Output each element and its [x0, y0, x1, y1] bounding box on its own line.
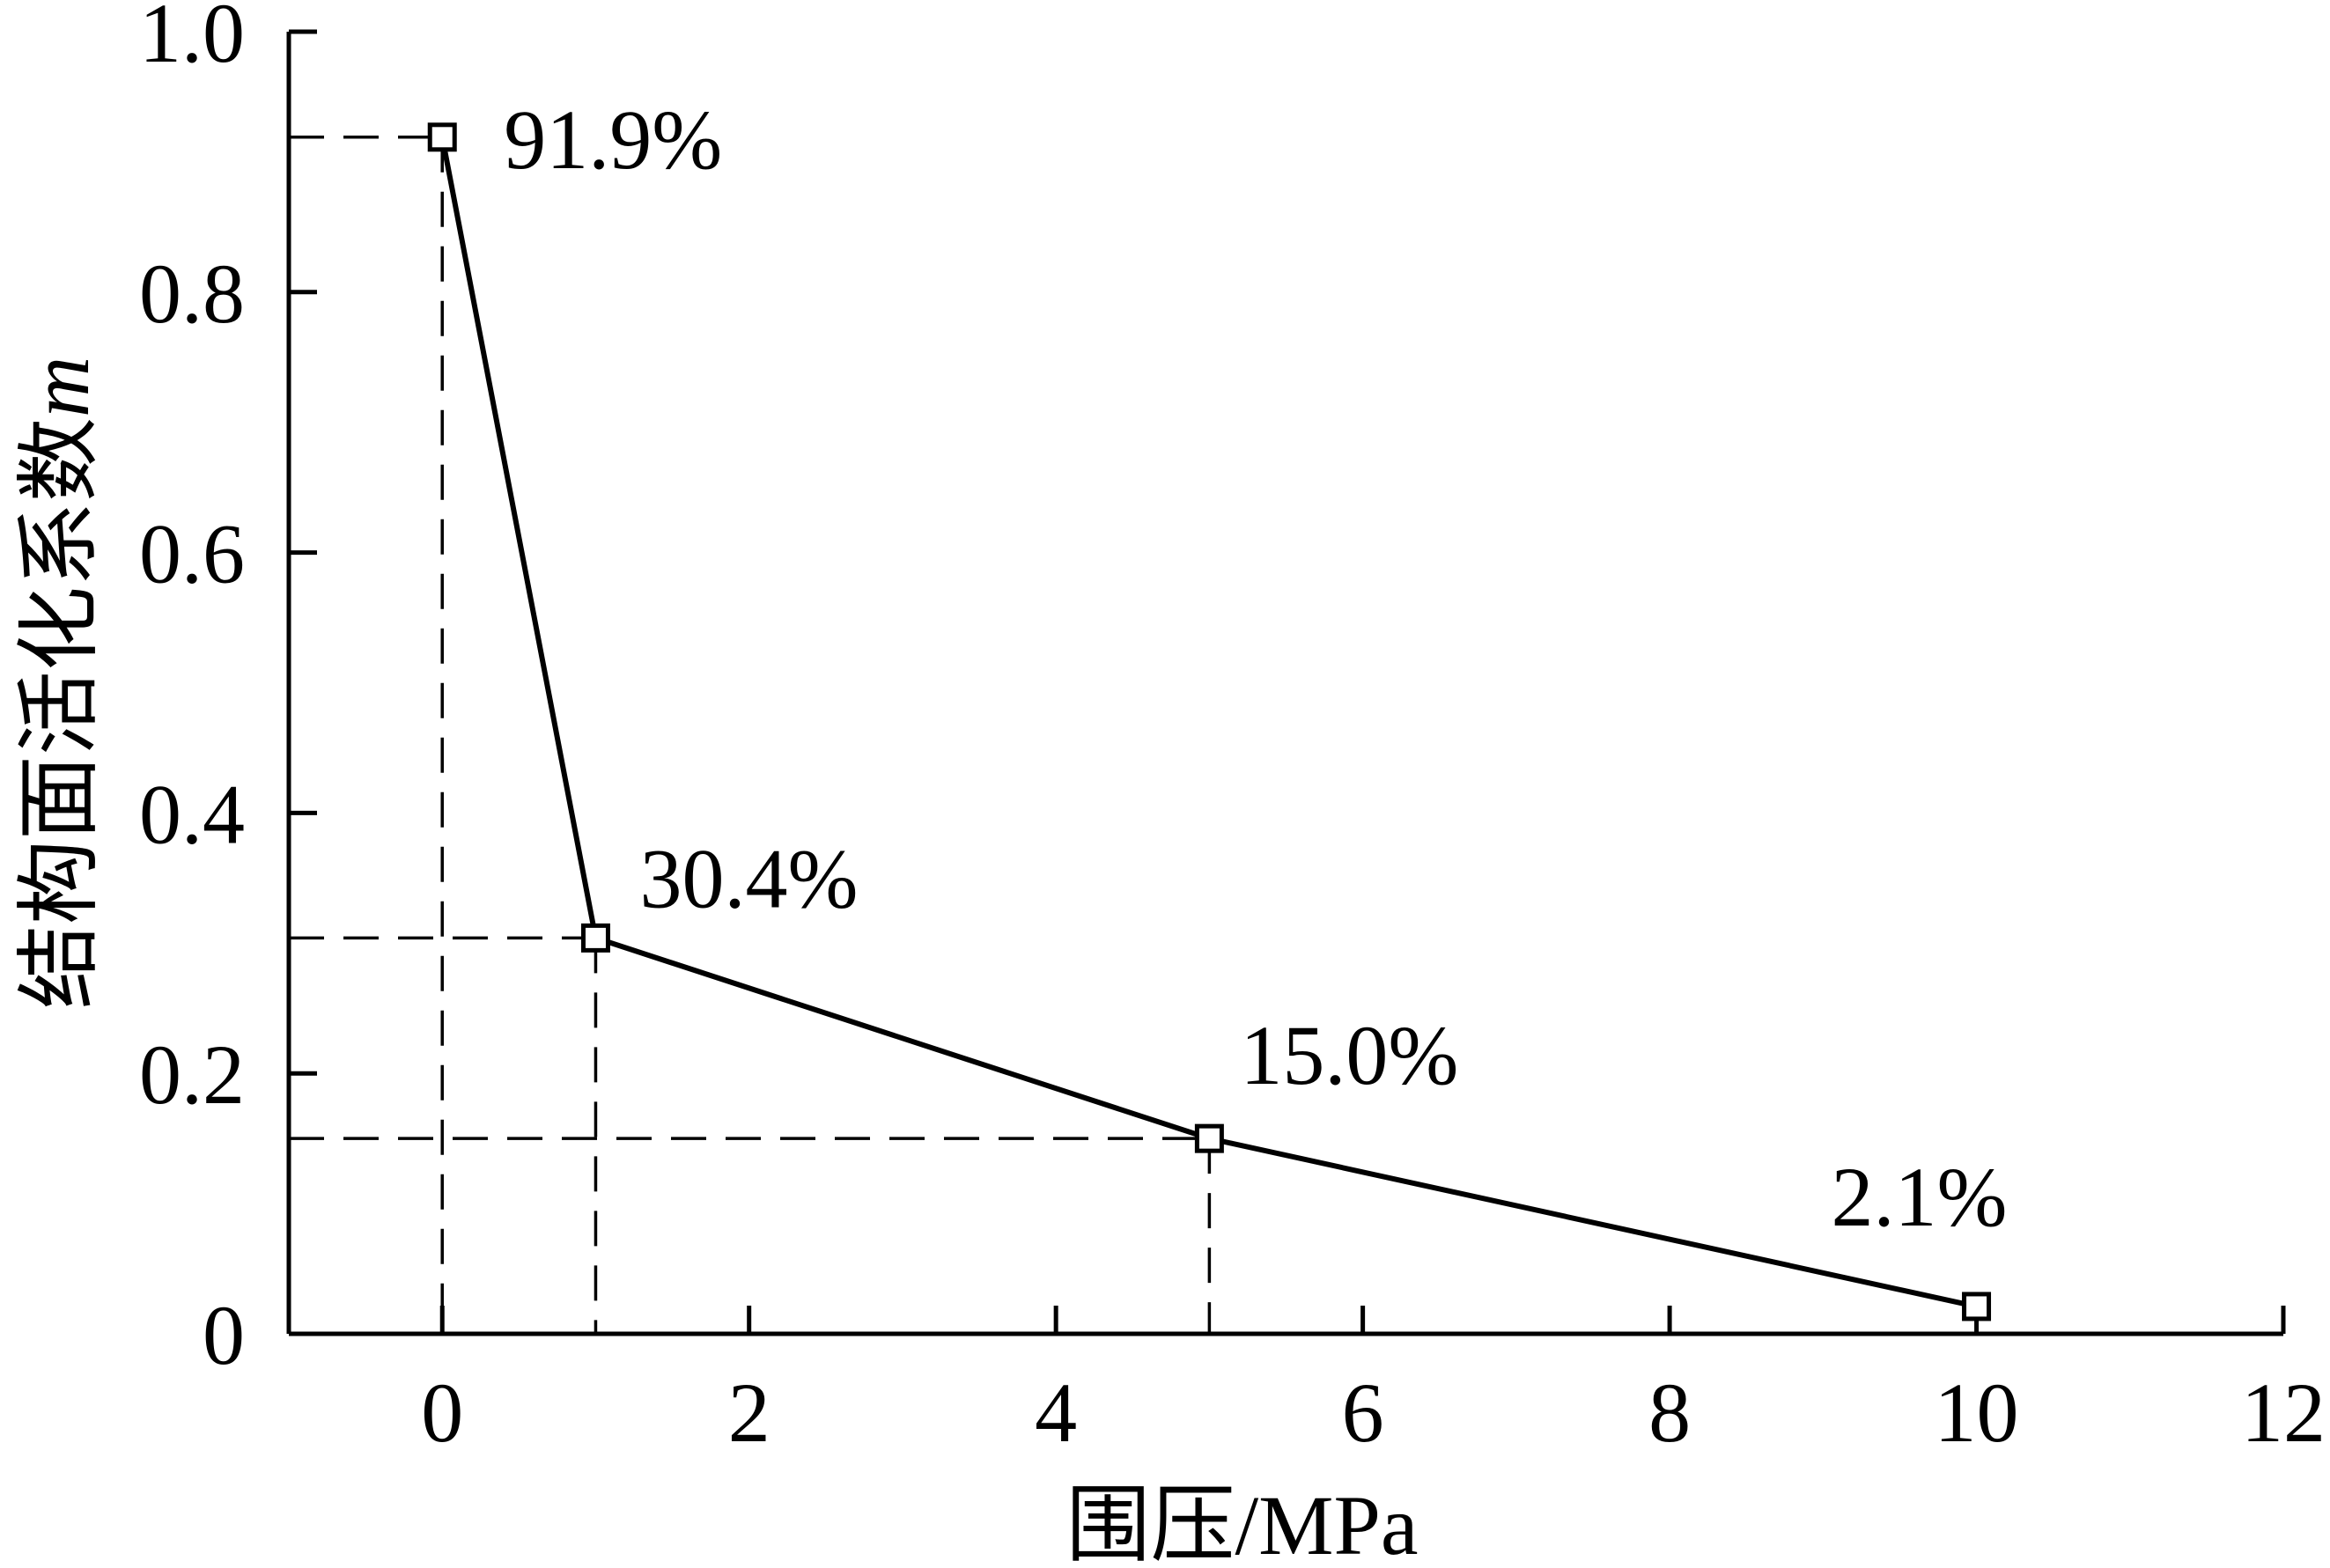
y-tick-label: 0.4 [139, 767, 245, 861]
x-tick-label: 6 [1342, 1366, 1384, 1460]
data-point-marker [427, 122, 457, 152]
x-tick-label: 10 [1935, 1366, 2019, 1460]
x-tick-label: 8 [1648, 1366, 1691, 1460]
guide-lines [289, 136, 1212, 1334]
point-labels: 91.9% 30.4% 15.0% 2.1% [504, 92, 2007, 1244]
x-tick-label: 12 [2241, 1366, 2326, 1460]
y-axis-title: 结构面活化系数m [12, 357, 107, 1009]
x-tick-label: 4 [1035, 1366, 1077, 1460]
y-tick-label: 0.6 [139, 507, 245, 601]
data-point-marker [1194, 1123, 1224, 1153]
x-ticks: 0 2 4 6 8 10 12 [421, 1306, 2326, 1460]
y-tick-label: 1.0 [139, 0, 245, 80]
series [427, 122, 1992, 1321]
data-point-marker [1962, 1292, 1992, 1321]
y-tick-label: 0 [203, 1288, 245, 1382]
data-point-marker [580, 923, 610, 953]
y-tick-label: 0.8 [139, 247, 245, 341]
data-label: 30.4% [639, 831, 858, 925]
data-label: 2.1% [1832, 1150, 2008, 1244]
y-ticks: 0 0.2 0.4 0.6 0.8 1.0 [139, 0, 317, 1382]
x-axis-title: 围压/MPa [1065, 1478, 1418, 1568]
data-label: 15.0% [1240, 1008, 1458, 1102]
y-tick-label: 0.2 [139, 1027, 245, 1122]
x-tick-label: 2 [728, 1366, 771, 1460]
y-axis-title-symbol: m [12, 357, 107, 417]
axes [286, 32, 2283, 1336]
series-line [439, 136, 1978, 1309]
x-tick-label: 0 [421, 1366, 463, 1460]
y-axis-title-text: 结构面活化系数 [12, 417, 107, 1009]
data-label: 91.9% [504, 92, 722, 187]
